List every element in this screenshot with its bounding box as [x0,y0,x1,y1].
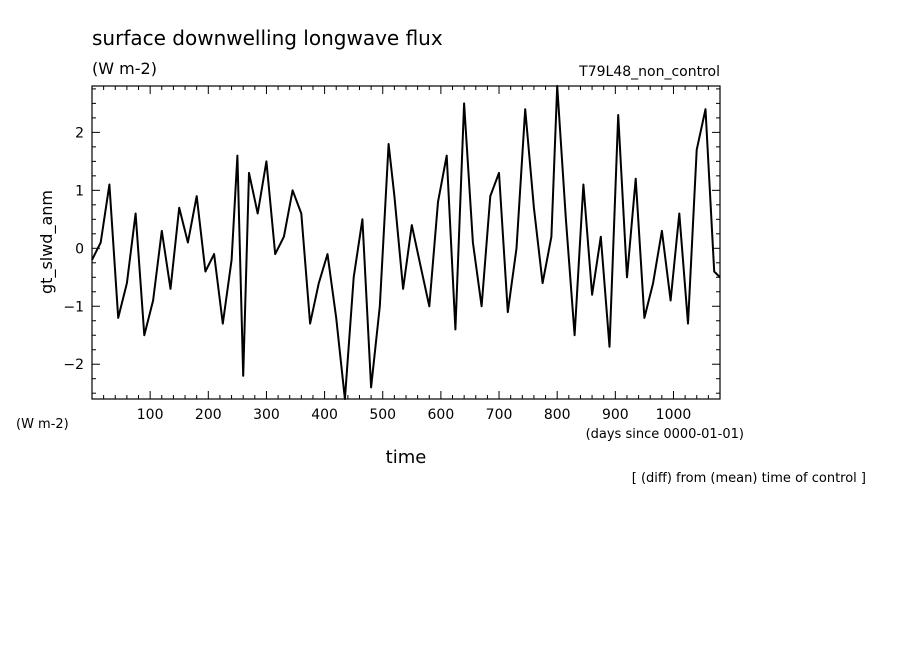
y-tick-label: 0 [75,241,84,257]
y-tick-label: −2 [63,357,84,373]
x-tick-label: 600 [428,407,455,423]
y-tick-label: 1 [75,183,84,199]
y-axis-label: gt_slwd_anm [37,190,57,294]
y-tick-label: −1 [63,299,84,315]
x-tick-label: 700 [486,407,513,423]
x-tick-label: 1000 [656,407,692,423]
x-tick-label: 200 [195,407,222,423]
chart-units: (W m-2) [92,59,157,78]
y-units-left: (W m-2) [16,417,69,432]
plot-area: 100 200 300 400 500 600 700 800 900 1000 −2 −1 0 1 2 [63,85,721,423]
x-tick-label: 900 [602,407,629,423]
x-tick-label: 300 [253,407,280,423]
footnote: [ (diff) from (mean) time of control ] [632,471,866,486]
run-label: T79L48_non_control [578,64,720,80]
x-axis-label: time [386,447,427,468]
x-tick-label: 100 [137,407,164,423]
chart-title: surface downwelling longwave flux [92,26,443,50]
x-tick-label: 400 [311,407,338,423]
x-tick-label: 800 [544,407,571,423]
x-axis: 100 200 300 400 500 600 700 800 900 1000 [103,86,709,423]
y-axis: −2 −1 0 1 2 [63,88,720,394]
y-tick-label: 2 [75,125,84,141]
x-units: (days since 0000-01-01) [586,427,744,442]
series-line [91,85,721,400]
x-tick-label: 500 [369,407,396,423]
